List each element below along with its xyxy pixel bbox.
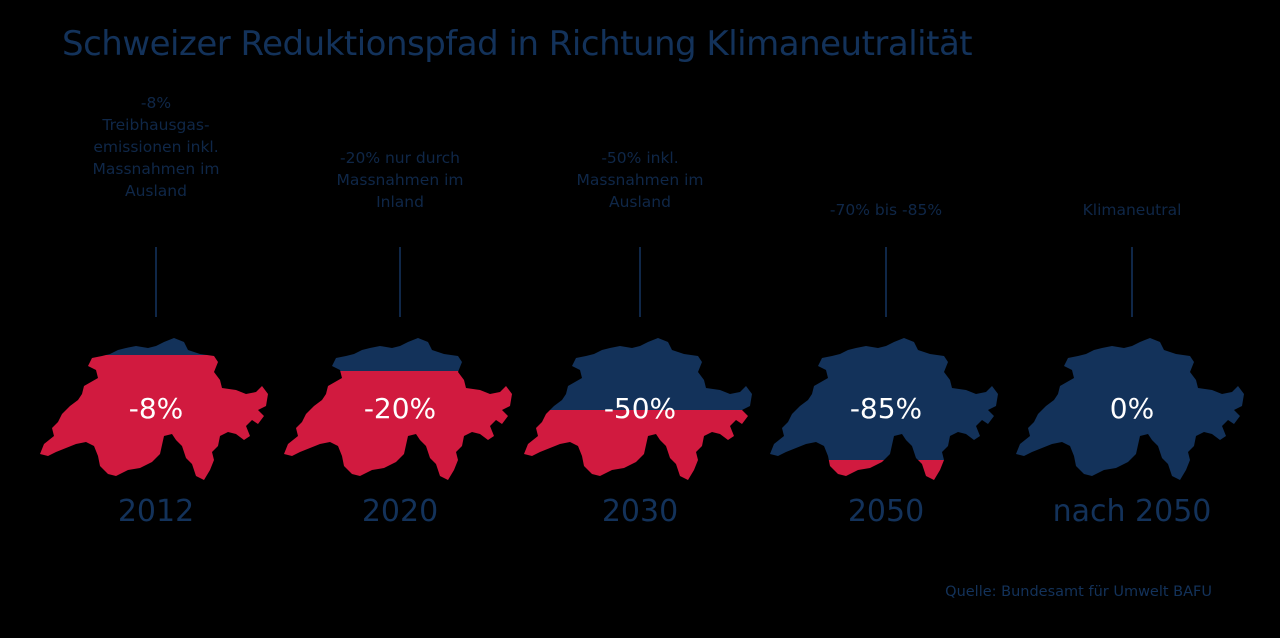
description-line: Klimaneutral xyxy=(1082,201,1182,219)
year-label: 2050 xyxy=(847,494,925,529)
value-label: -20% xyxy=(363,392,437,425)
source-note: Quelle: Bundesamt für Umwelt BAFU xyxy=(945,584,1212,600)
description: -70% bis -85% xyxy=(766,199,1006,221)
description-line: Massnahmen im xyxy=(92,160,220,178)
description: Klimaneutral xyxy=(1012,199,1252,221)
description: -20% nur durch Massnahmen im Inland xyxy=(280,147,520,213)
connector-line xyxy=(885,247,887,317)
description: -50% inkl. Massnahmen im Ausland xyxy=(520,147,760,213)
description-line: -8% xyxy=(140,94,172,112)
connector-line xyxy=(1131,247,1133,317)
description-line: Ausland xyxy=(609,193,671,211)
value-label: -50% xyxy=(603,392,677,425)
column-nach-2050: Klimaneutral 0% nach 2050 xyxy=(1012,0,1252,638)
description: -8% Treibhausgas- emissionen inkl. Massn… xyxy=(36,92,276,202)
value-label: -85% xyxy=(849,392,923,425)
description-line: Inland xyxy=(376,193,424,211)
column-2012: -8% Treibhausgas- emissionen inkl. Massn… xyxy=(36,0,276,638)
description-line: emissionen inkl. xyxy=(93,138,219,156)
column-2030: -50% inkl. Massnahmen im Ausland -50% 20… xyxy=(520,0,760,638)
connector-line xyxy=(639,247,641,317)
description-line: Ausland xyxy=(125,182,187,200)
description-line: Massnahmen im xyxy=(336,171,464,189)
year-label: 2012 xyxy=(117,494,195,529)
description-line: Massnahmen im xyxy=(576,171,704,189)
year-label: 2030 xyxy=(601,494,679,529)
description-line: -50% inkl. xyxy=(601,149,679,167)
value-label: 0% xyxy=(1109,392,1155,425)
value-label: -8% xyxy=(128,392,184,425)
year-label: nach 2050 xyxy=(1052,494,1212,529)
column-2050: -70% bis -85% -85% 2050 xyxy=(766,0,1006,638)
description-line: Treibhausgas- xyxy=(102,116,210,134)
column-2020: -20% nur durch Massnahmen im Inland -20%… xyxy=(280,0,520,638)
chart-title: Schweizer Reduktionspfad in Richtung Kli… xyxy=(62,24,973,64)
year-label: 2020 xyxy=(361,494,439,529)
description-line: -70% bis -85% xyxy=(829,201,943,219)
description-line: -20% nur durch xyxy=(340,149,460,167)
connector-line xyxy=(155,247,157,317)
connector-line xyxy=(399,247,401,317)
